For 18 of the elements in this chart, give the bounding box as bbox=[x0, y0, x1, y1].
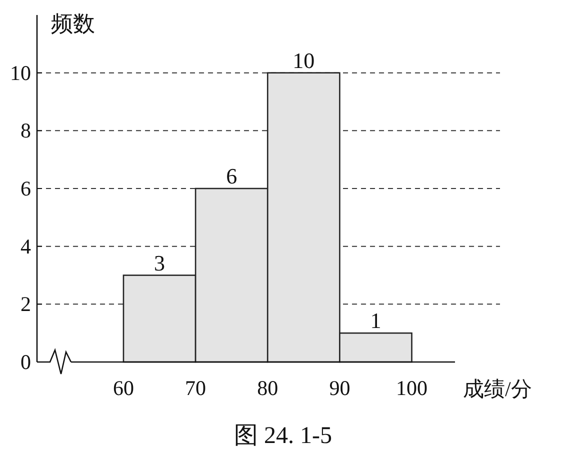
x-tick-label: 60 bbox=[112, 376, 134, 400]
y-tick-label: 4 bbox=[20, 234, 32, 258]
y-tick-label: 6 bbox=[20, 176, 31, 200]
data-label: 10 bbox=[292, 48, 315, 73]
data-label: 3 bbox=[154, 250, 166, 276]
data-label: 1 bbox=[370, 308, 382, 334]
x-tick-label: 100 bbox=[396, 376, 428, 400]
caption: 图 24. 1-5 bbox=[234, 423, 332, 449]
x-tick-label: 70 bbox=[185, 376, 206, 400]
y-tick-label: 2 bbox=[20, 292, 31, 316]
y-tick-label: 0 bbox=[20, 350, 31, 374]
x-tick-label: 90 bbox=[329, 376, 350, 400]
y-tick-label: 10 bbox=[10, 60, 31, 85]
data-label: 6 bbox=[226, 164, 238, 188]
x-axis-title: 成绩/分 bbox=[463, 377, 532, 401]
y-axis-title: 频数 bbox=[51, 11, 95, 36]
y-tick-label: 8 bbox=[20, 118, 31, 143]
x-tick-label: 80 bbox=[257, 376, 278, 400]
